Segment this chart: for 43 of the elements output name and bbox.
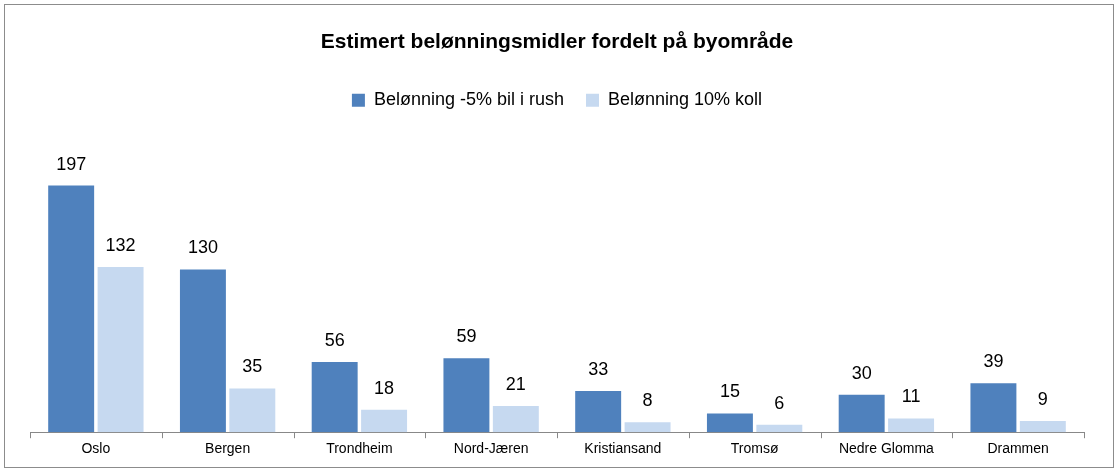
data-label: 18 <box>374 377 395 398</box>
bar <box>443 358 490 433</box>
bar <box>970 383 1017 433</box>
data-label: 59 <box>456 326 477 347</box>
bar <box>624 422 671 433</box>
data-label: 130 <box>187 237 218 258</box>
bar <box>888 418 935 433</box>
data-label: 30 <box>851 362 872 383</box>
x-tick-label: Nedre Glomma <box>838 440 935 457</box>
x-tick-label: Oslo <box>81 440 111 457</box>
data-label: 132 <box>105 234 136 255</box>
data-label: 35 <box>242 356 263 377</box>
legend-label: Belønning -5% bil i rush <box>373 89 564 110</box>
bar <box>838 394 885 433</box>
bar <box>756 424 803 433</box>
data-label: 8 <box>642 390 653 411</box>
bar <box>492 405 539 433</box>
bar <box>311 362 358 433</box>
data-label: 6 <box>774 392 785 413</box>
x-tick-label: Bergen <box>205 440 251 457</box>
x-tick-label: Kristiansand <box>584 440 662 457</box>
data-label: 15 <box>719 381 740 402</box>
bar <box>706 413 753 433</box>
data-label: 197 <box>56 153 87 174</box>
x-tick-label: Trondheim <box>326 440 393 457</box>
bar <box>179 269 226 433</box>
data-label: 9 <box>1037 388 1048 409</box>
chart-title: Estimert belønningsmidler fordelt på byområde <box>320 29 794 53</box>
bar <box>1019 420 1066 433</box>
x-tick-label: Drammen <box>987 440 1049 457</box>
data-label: 33 <box>588 358 609 379</box>
x-tick-label: Tromsø <box>730 440 779 457</box>
x-tick-label: Nord-Jæren <box>453 440 529 457</box>
data-label: 11 <box>901 386 921 407</box>
bar <box>48 185 95 433</box>
bar <box>575 390 622 433</box>
bar <box>229 388 276 433</box>
bar <box>97 266 144 433</box>
bar <box>361 409 408 433</box>
data-label: 39 <box>983 351 1004 372</box>
data-label: 21 <box>505 373 526 394</box>
legend-label: Belønning 10% koll <box>608 89 763 110</box>
data-label: 56 <box>324 330 345 351</box>
